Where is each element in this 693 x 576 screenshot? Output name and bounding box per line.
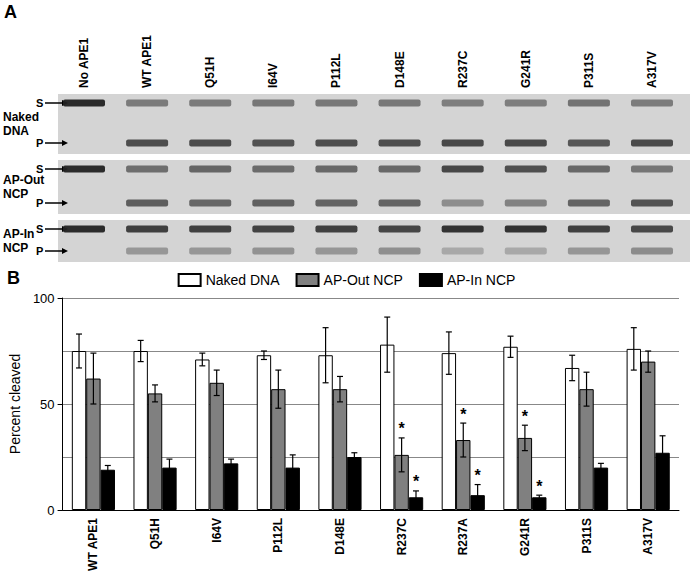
- svg-text:AP-In: AP-In: [3, 227, 34, 241]
- svg-text:S: S: [36, 97, 43, 109]
- svg-text:*: *: [398, 420, 405, 437]
- svg-text:Naked DNA: Naked DNA: [206, 272, 281, 288]
- svg-text:NCP: NCP: [3, 241, 28, 255]
- svg-text:S: S: [36, 223, 43, 235]
- svg-text:P: P: [36, 197, 43, 209]
- svg-text:AP-In NCP: AP-In NCP: [447, 272, 515, 288]
- svg-text:*: *: [460, 406, 467, 423]
- svg-text:R237A: R237A: [456, 518, 470, 556]
- svg-text:P311S: P311S: [580, 518, 594, 553]
- svg-text:A317V: A317V: [645, 51, 659, 88]
- svg-text:Percent cleaved: Percent cleaved: [7, 354, 23, 454]
- svg-text:WT APE1: WT APE1: [140, 35, 154, 88]
- svg-text:100: 100: [33, 291, 55, 306]
- svg-text:B: B: [7, 268, 20, 288]
- svg-text:0: 0: [47, 503, 54, 518]
- svg-text:WT APE1: WT APE1: [86, 518, 100, 571]
- svg-text:D148E: D148E: [333, 518, 347, 555]
- svg-text:AP-Out: AP-Out: [3, 173, 44, 187]
- svg-text:DNA: DNA: [3, 124, 29, 138]
- svg-text:Q51H: Q51H: [203, 57, 217, 88]
- svg-text:*: *: [522, 408, 529, 425]
- svg-text:P112L: P112L: [329, 53, 343, 88]
- svg-text:P: P: [36, 245, 43, 257]
- svg-text:*: *: [536, 478, 543, 495]
- svg-text:I64V: I64V: [210, 518, 224, 543]
- svg-text:P311S: P311S: [582, 53, 596, 88]
- svg-text:I64V: I64V: [266, 63, 280, 88]
- svg-text:D148E: D148E: [393, 51, 407, 88]
- svg-text:AP-Out NCP: AP-Out NCP: [324, 272, 403, 288]
- svg-text:50: 50: [40, 397, 54, 412]
- svg-text:R237C: R237C: [395, 518, 409, 556]
- svg-text:No APE1: No APE1: [77, 37, 91, 88]
- svg-text:*: *: [413, 473, 420, 490]
- svg-text:NCP: NCP: [3, 187, 28, 201]
- svg-text:A: A: [4, 2, 17, 22]
- svg-text:G241R: G241R: [519, 50, 533, 88]
- svg-text:Q51H: Q51H: [148, 518, 162, 549]
- svg-text:P: P: [36, 137, 43, 149]
- svg-text:S: S: [36, 163, 43, 175]
- svg-text:P112L: P112L: [271, 518, 285, 553]
- svg-text:A317V: A317V: [641, 518, 655, 555]
- svg-text:*: *: [475, 467, 482, 484]
- svg-text:G241R: G241R: [518, 518, 532, 556]
- svg-text:R237C: R237C: [456, 50, 470, 88]
- svg-text:Naked: Naked: [3, 110, 39, 124]
